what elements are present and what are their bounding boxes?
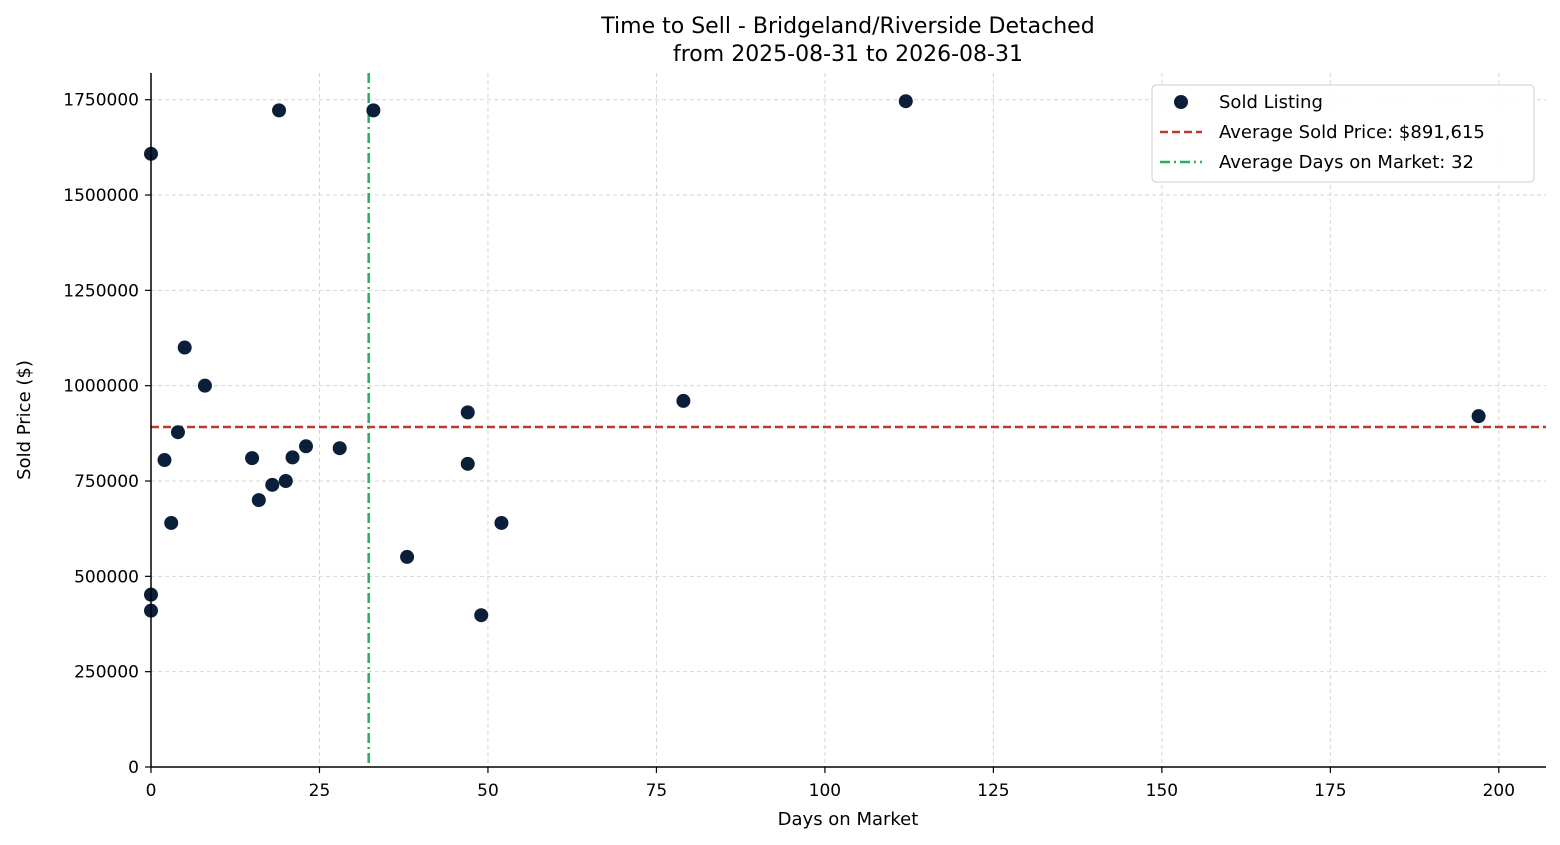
legend-label-average-price: Average Sold Price: $891,615 — [1219, 122, 1485, 143]
x-tick-label: 200 — [1483, 781, 1515, 801]
data-point — [177, 340, 192, 355]
data-point — [265, 477, 280, 492]
data-point — [400, 549, 415, 564]
legend-box — [1151, 84, 1535, 183]
legend-label-sold-listing: Sold Listing — [1219, 92, 1323, 113]
data-points — [144, 94, 1486, 623]
data-point — [251, 493, 266, 508]
chart-subtitle: from 2025-08-31 to 2026-08-31 — [673, 42, 1023, 67]
y-axis-ticks: 0 250000 500000 750000 1000000 1250000 1500000… — [63, 91, 151, 778]
data-point — [170, 425, 185, 440]
y-tick-label: 750000 — [74, 472, 139, 492]
x-tick-label: 0 — [146, 781, 157, 801]
legend: Sold Listing Average Sold Price: $891,61… — [1151, 84, 1535, 183]
reference-lines — [151, 73, 1546, 767]
data-point — [272, 103, 287, 118]
data-point — [1471, 409, 1486, 424]
data-point — [245, 451, 260, 466]
data-point — [494, 515, 509, 530]
data-point — [332, 441, 347, 456]
data-point — [898, 94, 913, 109]
data-point — [299, 439, 313, 454]
y-tick-label: 500000 — [74, 567, 139, 587]
data-point — [278, 474, 293, 489]
data-point — [676, 393, 691, 408]
data-point — [197, 378, 212, 393]
y-tick-label: 1500000 — [63, 186, 139, 206]
axes — [150, 73, 1546, 768]
data-point — [164, 515, 179, 530]
x-tick-label: 50 — [477, 781, 499, 801]
data-point — [460, 456, 475, 471]
legend-label-average-days: Average Days on Market: 32 — [1219, 152, 1474, 173]
data-point — [285, 450, 300, 465]
chart-title: Time to Sell - Bridgeland/Riverside Deta… — [600, 14, 1094, 39]
x-tick-label: 125 — [977, 781, 1009, 801]
data-point — [366, 103, 381, 118]
x-tick-label: 75 — [646, 781, 668, 801]
x-tick-label: 100 — [809, 781, 841, 801]
x-tick-label: 150 — [1146, 781, 1178, 801]
y-tick-label: 0 — [128, 758, 139, 778]
y-tick-label: 250000 — [74, 663, 139, 683]
data-point — [474, 608, 489, 623]
data-point — [460, 405, 475, 420]
x-axis-ticks: 0 25 50 75 100 125 150 175 200 — [146, 767, 1515, 801]
y-tick-label: 1250000 — [63, 281, 139, 301]
x-tick-label: 25 — [309, 781, 331, 801]
x-axis-label: Days on Market — [778, 809, 919, 830]
x-tick-label: 175 — [1314, 781, 1346, 801]
legend-marker-sold-listing — [1174, 95, 1188, 109]
y-axis-label: Sold Price ($) — [14, 360, 35, 480]
y-tick-label: 1750000 — [63, 91, 139, 111]
data-point — [157, 453, 172, 468]
y-tick-label: 1000000 — [63, 377, 139, 397]
